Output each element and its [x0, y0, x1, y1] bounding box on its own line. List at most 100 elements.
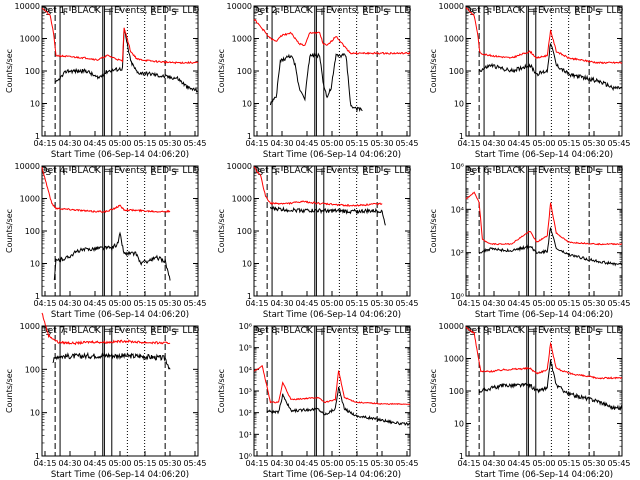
plot-frame — [465, 325, 623, 457]
time-marker-letter: S — [45, 168, 51, 178]
x-tick-label: 04:45 — [83, 459, 106, 468]
x-tick-label: 05:15 — [557, 299, 580, 308]
y-tick-label: 10⁴ — [451, 205, 464, 214]
time-marker-letter: S — [257, 328, 263, 338]
y-tick-label: 10 — [30, 260, 40, 269]
x-tick-label: 05:15 — [345, 459, 368, 468]
series-lld-line — [253, 166, 383, 207]
x-tick-label: 05:15 — [557, 139, 580, 148]
series-lld-line — [465, 326, 623, 380]
y-tick-label: 100 — [237, 227, 252, 236]
x-tick-label: 04:15 — [33, 459, 56, 468]
y-tick-label: 10⁰ — [239, 452, 252, 461]
x-tick-label: 04:45 — [295, 139, 318, 148]
y-tick-label: 100 — [25, 227, 40, 236]
x-tick-label: 04:15 — [457, 139, 480, 148]
det-panel-6: Det 6: BLACK = Events, RED = LLDCounts/s… — [429, 162, 631, 320]
series-events-line — [54, 28, 199, 93]
series-lld-line — [41, 312, 171, 346]
time-marker-letter: S — [45, 8, 51, 18]
x-tick-label: 04:15 — [33, 299, 56, 308]
x-tick-label: 05:30 — [582, 139, 605, 148]
x-tick-label: 05:00 — [532, 139, 555, 148]
y-tick-label: 1000 — [444, 35, 464, 44]
x-tick-label: 05:15 — [133, 139, 156, 148]
time-marker-letter: S — [171, 168, 177, 178]
x-tick-label: 05:45 — [607, 139, 630, 148]
x-tick-label: 05:45 — [183, 139, 206, 148]
x-tick-label: 05:45 — [607, 299, 630, 308]
time-marker-letter: S — [383, 168, 389, 178]
time-marker-letter: S — [171, 328, 177, 338]
y-tick-label: 10⁶ — [451, 162, 464, 171]
y-tick-label: 1000 — [232, 195, 252, 204]
time-marker-letter: F — [63, 328, 68, 338]
x-tick-label: 04:30 — [58, 299, 81, 308]
x-axis-label: Start Time (06-Sep-14 04:06:20) — [51, 150, 189, 160]
y-tick-label: 100 — [449, 67, 464, 76]
series-events-line — [269, 52, 363, 113]
y-axis-label: Counts/sec — [429, 49, 438, 93]
series-events-line — [52, 351, 171, 370]
x-tick-label: 04:45 — [295, 459, 318, 468]
y-tick-label: 1 — [247, 292, 252, 301]
time-marker-letter: S — [595, 328, 601, 338]
y-tick-label: 10 — [242, 260, 252, 269]
y-tick-label: 10¹ — [239, 430, 252, 439]
series-lld-line — [41, 7, 199, 65]
y-tick-label: 1000 — [232, 35, 252, 44]
x-tick-label: 05:00 — [320, 139, 343, 148]
time-marker-letter: F — [533, 168, 538, 178]
x-tick-label: 04:45 — [83, 299, 106, 308]
x-tick-label: 05:15 — [557, 459, 580, 468]
time-marker-letter: E — [363, 328, 369, 338]
time-marker-letter: S — [595, 168, 601, 178]
y-tick-label: 10000 — [439, 2, 464, 11]
y-tick-label: 10000 — [439, 322, 464, 331]
x-tick-label: 05:00 — [320, 299, 343, 308]
y-tick-label: 100 — [237, 67, 252, 76]
x-tick-label: 04:30 — [482, 299, 505, 308]
plot-frame — [465, 165, 623, 297]
time-marker-letter: S — [257, 8, 263, 18]
time-marker-letter: F — [275, 328, 280, 338]
x-tick-label: 05:00 — [532, 299, 555, 308]
time-marker-letter: E — [363, 8, 369, 18]
y-tick-label: 10000 — [227, 162, 252, 171]
x-tick-label: 05:45 — [395, 299, 418, 308]
x-tick-label: 05:45 — [395, 459, 418, 468]
time-marker-letter: F — [321, 328, 326, 338]
x-tick-label: 04:30 — [270, 459, 293, 468]
y-tick-label: 1000 — [444, 355, 464, 364]
x-tick-label: 05:00 — [320, 459, 343, 468]
x-tick-label: 05:30 — [582, 459, 605, 468]
x-axis-label: Start Time (06-Sep-14 04:06:20) — [475, 150, 613, 160]
x-tick-label: 04:30 — [58, 139, 81, 148]
x-tick-label: 05:15 — [345, 139, 368, 148]
y-tick-label: 10 — [30, 409, 40, 418]
time-marker-letter: F — [487, 328, 492, 338]
time-marker-letter: F — [321, 8, 326, 18]
x-tick-label: 04:15 — [245, 299, 268, 308]
series-lld-line — [41, 167, 171, 214]
x-tick-label: 05:30 — [370, 139, 393, 148]
time-marker-letter: F — [533, 8, 538, 18]
time-marker-letter: S — [257, 168, 263, 178]
time-marker-letter: F — [275, 168, 280, 178]
x-tick-label: 05:15 — [133, 459, 156, 468]
x-tick-label: 05:15 — [345, 299, 368, 308]
y-tick-label: 10 — [454, 100, 464, 109]
series-events-line — [478, 43, 623, 92]
series-events-line — [269, 205, 386, 226]
y-tick-label: 100 — [449, 387, 464, 396]
x-axis-label: Start Time (06-Sep-14 04:06:20) — [475, 310, 613, 320]
x-axis-label: Start Time (06-Sep-14 04:06:20) — [263, 310, 401, 320]
y-axis-label: Counts/sec — [429, 209, 438, 253]
x-tick-label: 04:45 — [507, 139, 530, 148]
x-axis-label: Start Time (06-Sep-14 04:06:20) — [51, 470, 189, 480]
y-tick-label: 10000 — [227, 2, 252, 11]
x-tick-label: 05:30 — [158, 139, 181, 148]
x-tick-label: 04:45 — [507, 459, 530, 468]
time-marker-letter: S — [45, 328, 51, 338]
time-marker-letter: F — [63, 168, 68, 178]
